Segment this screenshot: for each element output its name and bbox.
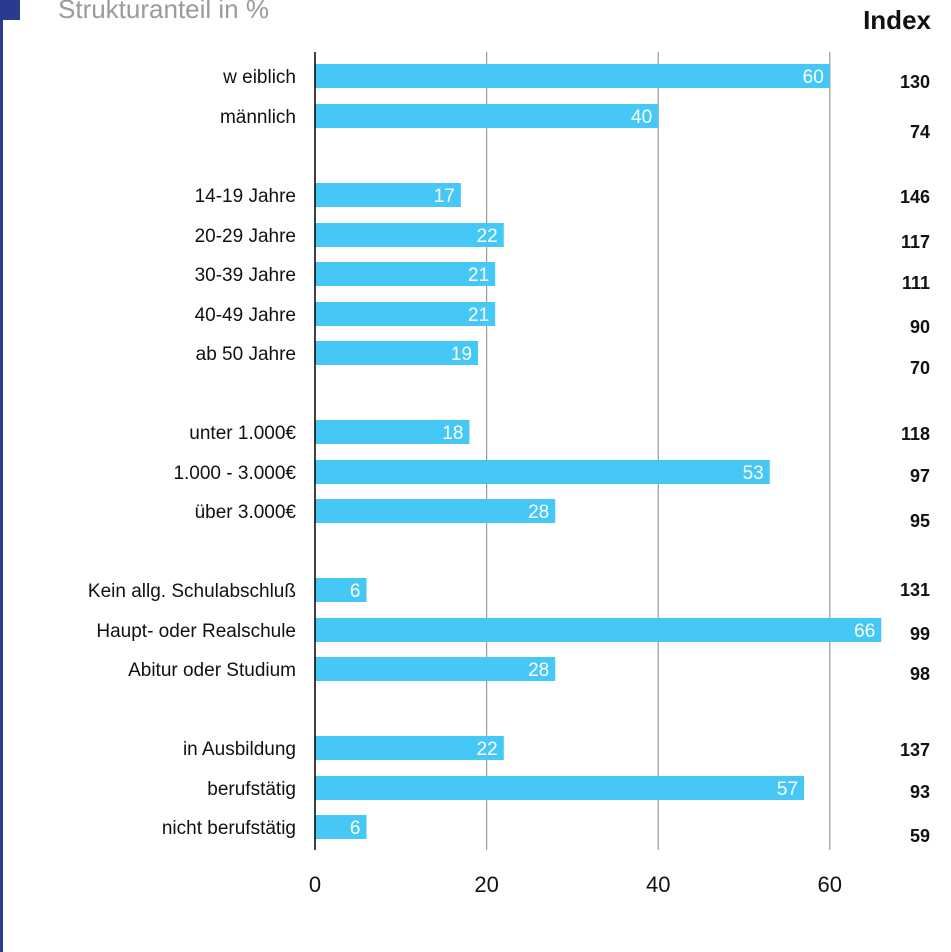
bar-value-label: 6 <box>350 581 361 602</box>
bar <box>315 736 504 760</box>
x-tick-label: 60 <box>818 872 842 897</box>
category-label: in Ausbildung <box>183 739 296 760</box>
category-label: männlich <box>220 107 296 128</box>
bar <box>315 223 504 247</box>
index-value: 98 <box>910 664 930 684</box>
left-accent-bar <box>0 0 3 952</box>
category-label: 40-49 Jahre <box>195 305 296 326</box>
bar <box>315 64 830 88</box>
bar-value-label: 57 <box>777 779 798 800</box>
bar <box>315 104 659 128</box>
bar <box>315 499 556 523</box>
bar-value-label: 18 <box>442 423 463 444</box>
bar <box>315 815 367 839</box>
category-label: Kein allg. Schulabschluß <box>88 581 296 602</box>
bar-value-label: 21 <box>468 305 489 326</box>
category-label: berufstätig <box>207 779 296 800</box>
category-label: Haupt- oder Realschule <box>96 621 296 642</box>
bar <box>315 420 470 444</box>
index-value: 118 <box>901 424 930 444</box>
bar-value-label: 66 <box>854 621 875 642</box>
index-value: 130 <box>900 72 930 92</box>
bar <box>315 460 770 484</box>
title-bullet-square <box>0 0 20 20</box>
index-value: 95 <box>910 511 930 531</box>
category-label: 30-39 Jahre <box>195 265 296 286</box>
category-label: 1.000 - 3.000€ <box>173 463 296 484</box>
bar-value-label: 22 <box>477 739 498 760</box>
index-column-header: Index <box>863 5 931 35</box>
bar <box>315 302 496 326</box>
bar-value-label: 53 <box>743 463 764 484</box>
index-value: 99 <box>910 624 930 644</box>
x-tick-label: 40 <box>646 872 670 897</box>
category-label: w eiblich <box>222 67 296 88</box>
bar <box>315 618 882 642</box>
index-value: 74 <box>910 122 930 142</box>
index-value: 117 <box>901 232 930 252</box>
category-label: 14-19 Jahre <box>195 186 296 207</box>
bar <box>315 578 367 602</box>
index-value: 146 <box>900 187 930 207</box>
index-value: 97 <box>910 466 930 486</box>
bar-value-label: 21 <box>468 265 489 286</box>
index-value: 93 <box>910 782 930 802</box>
category-label: ab 50 Jahre <box>196 344 296 365</box>
index-value: 90 <box>910 317 930 337</box>
bar <box>315 183 461 207</box>
category-label: 20-29 Jahre <box>195 226 296 247</box>
bar-value-label: 40 <box>631 107 652 128</box>
bar-value-label: 28 <box>528 502 549 523</box>
chart-title: Strukturanteil in % <box>58 0 269 24</box>
x-tick-label: 0 <box>309 872 321 897</box>
bar-value-label: 19 <box>451 344 472 365</box>
bar <box>315 341 479 365</box>
index-value: 137 <box>900 740 930 760</box>
x-tick-label: 20 <box>474 872 498 897</box>
index-value: 111 <box>902 273 930 293</box>
index-value: 59 <box>910 826 930 846</box>
bar-value-label: 60 <box>803 67 824 88</box>
bar <box>315 776 805 800</box>
index-value: 70 <box>910 358 930 378</box>
bar-value-label: 17 <box>434 186 455 207</box>
category-label: über 3.000€ <box>195 502 297 523</box>
index-value: 131 <box>900 580 930 600</box>
bar <box>315 657 556 681</box>
category-label: Abitur oder Studium <box>128 660 296 681</box>
bar-value-label: 6 <box>350 818 361 839</box>
category-label: nicht berufstätig <box>162 818 296 839</box>
bar-value-label: 22 <box>477 226 498 247</box>
bar-value-label: 28 <box>528 660 549 681</box>
category-label: unter 1.000€ <box>189 423 296 444</box>
bar <box>315 262 496 286</box>
